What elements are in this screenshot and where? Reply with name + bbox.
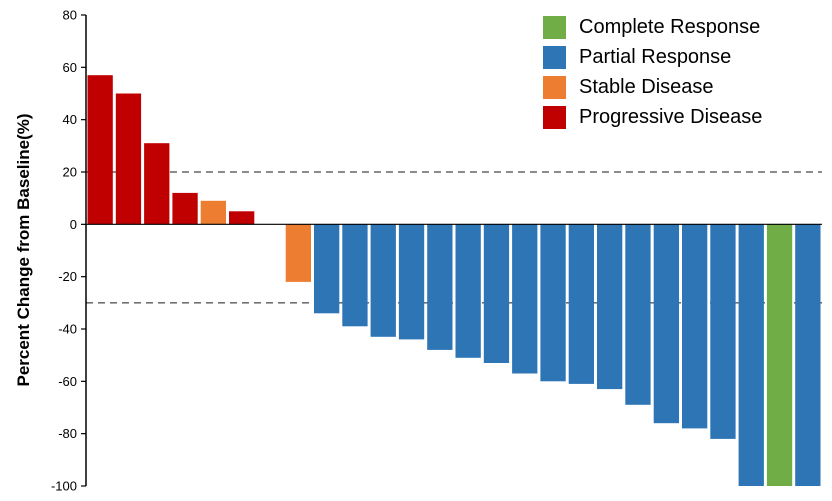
legend-label: Partial Response [579,46,732,68]
y-tick-label: 40 [63,112,77,127]
legend: Complete Response Partial Response Stable … [543,16,762,136]
bar [483,224,510,363]
bar [87,75,113,225]
legend-item: Progressive Disease [543,106,762,129]
legend-swatch [543,16,566,39]
legend-item: Stable Disease [543,76,762,99]
bar [370,224,396,337]
y-tick-label: -100 [51,479,77,494]
bar [766,224,793,487]
y-tick-label: -80 [58,426,77,441]
y-tick-label: 80 [63,8,77,23]
y-tick-label: 20 [63,165,77,180]
bar [398,224,425,340]
legend-swatch [543,76,566,99]
y-axis-title: Percent Change from Baseline(%) [14,113,33,387]
bar [285,224,311,282]
bar [172,192,198,225]
bar [682,224,708,429]
bar [512,224,538,374]
y-tick-label: -20 [58,269,77,284]
bar [427,224,453,350]
legend-item: Complete Response [543,16,762,39]
legend-label: Progressive Disease [579,106,763,128]
bar [738,224,764,487]
bar [597,224,623,390]
bar [144,143,170,225]
bar [568,224,594,384]
y-tick-label: -60 [58,374,77,389]
bar [795,224,821,487]
y-tick-label: 0 [70,217,77,232]
y-tick-label: 60 [63,60,77,75]
bar [342,224,368,327]
y-tick-label: -40 [58,322,77,337]
legend-label: Stable Disease [579,76,714,98]
legend-swatch [543,106,566,129]
legend-label: Complete Response [579,16,761,38]
bar [455,224,481,358]
bar [540,224,566,382]
legend-swatch [543,46,566,69]
bar [625,224,651,405]
bar [653,224,679,424]
bar [115,93,142,225]
bar [229,211,255,225]
bar [314,224,340,314]
bar [710,224,736,439]
legend-item: Partial Response [543,46,762,69]
bar [200,200,226,225]
